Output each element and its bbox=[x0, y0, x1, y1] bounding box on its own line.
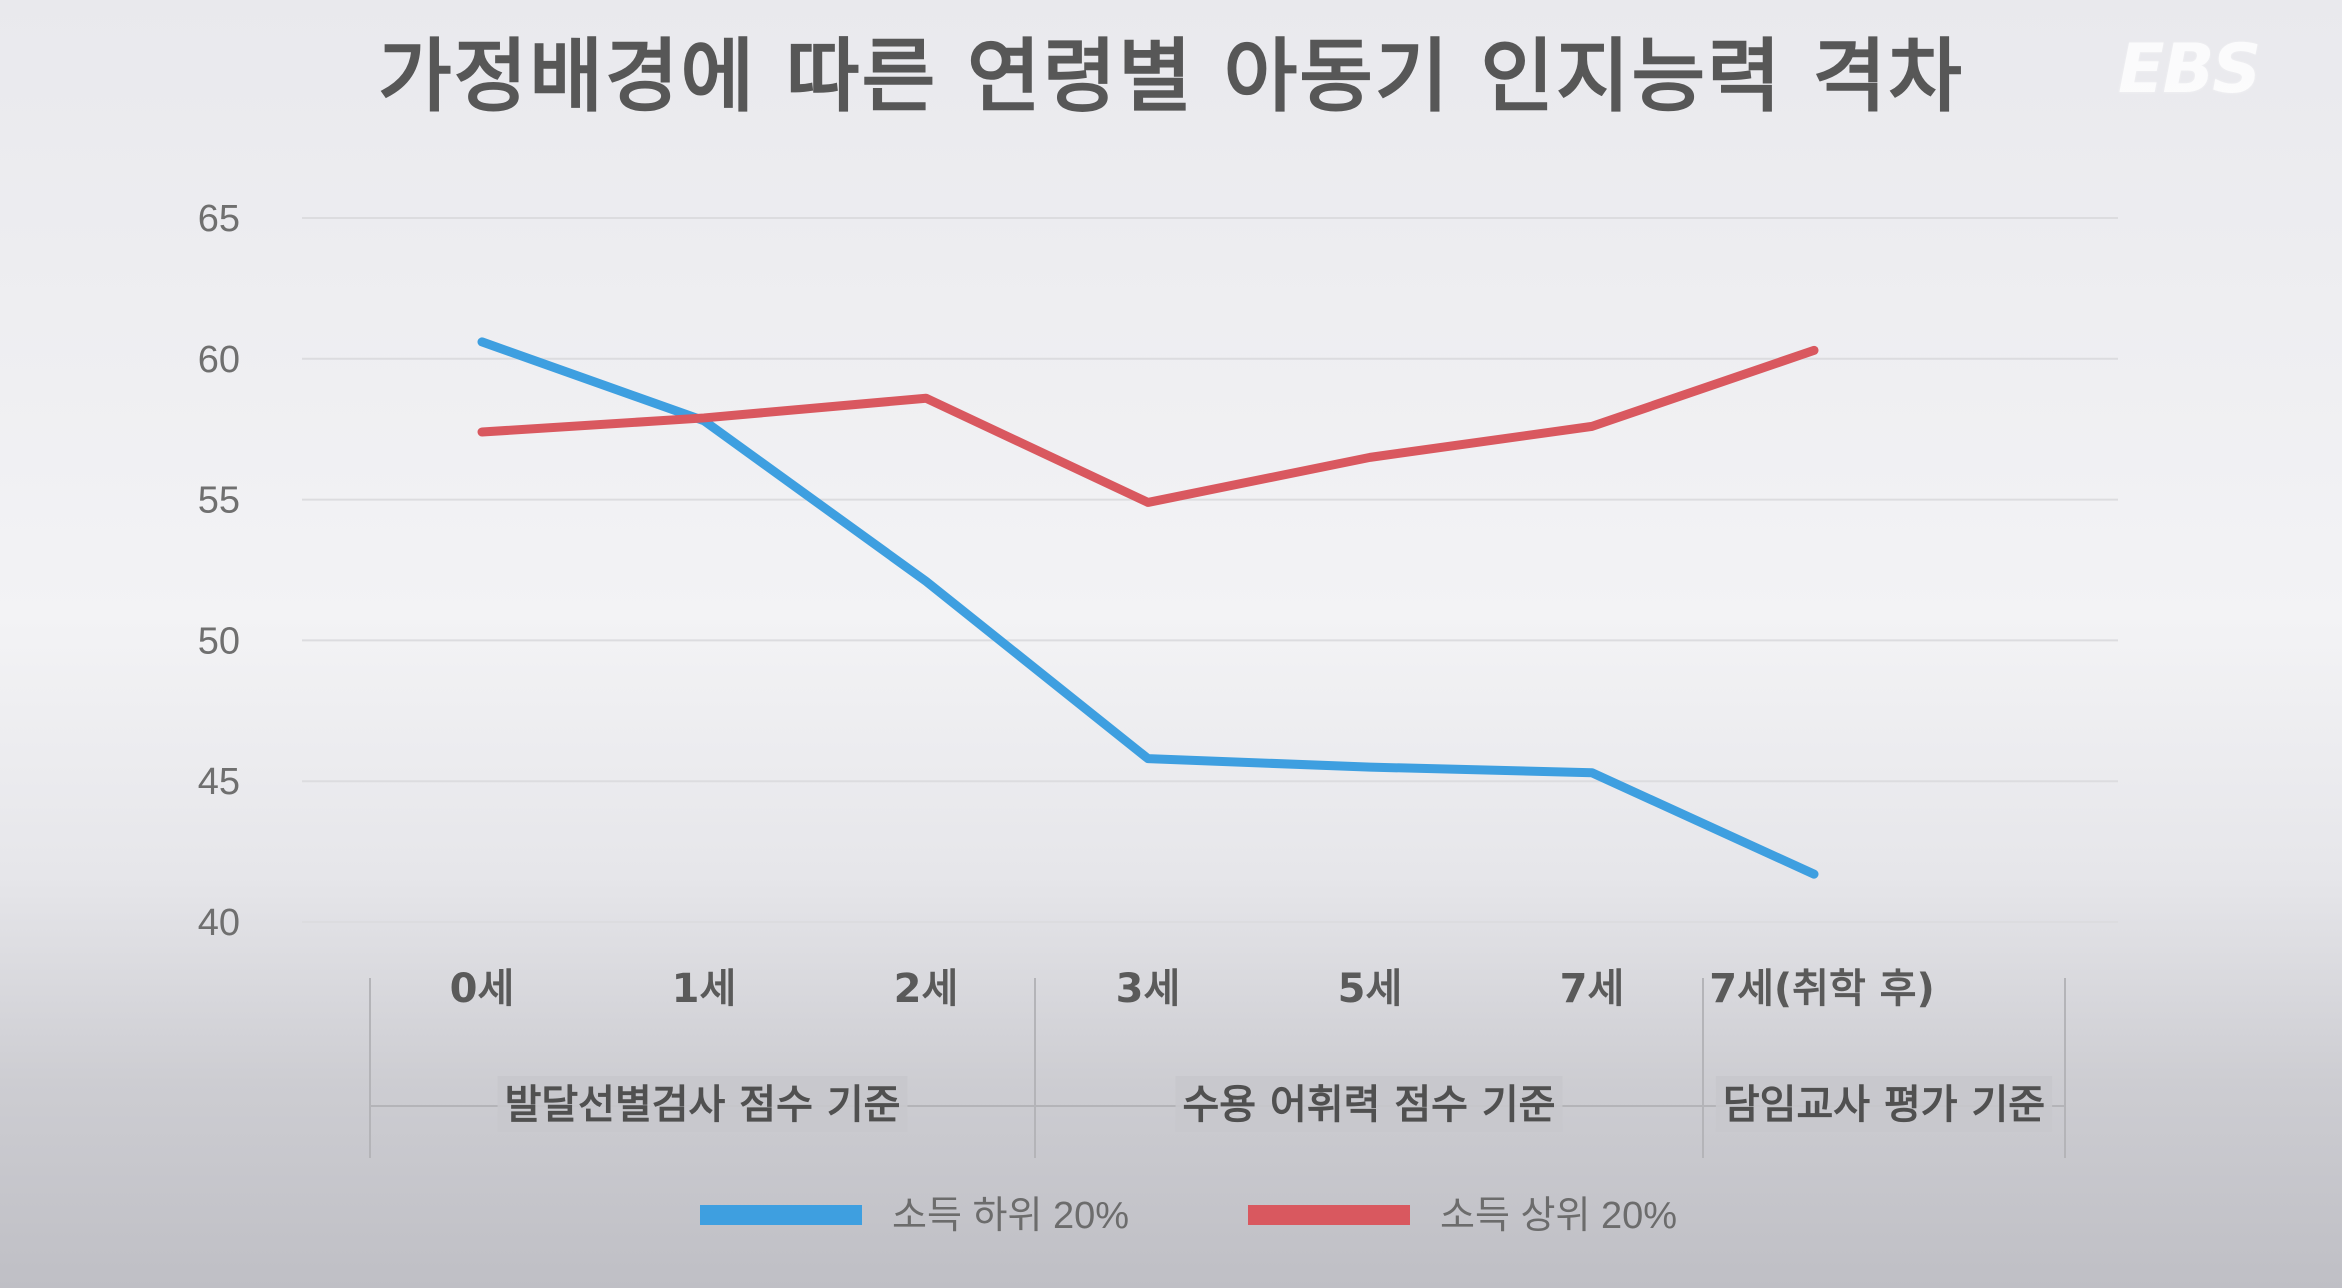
data-point bbox=[1144, 754, 1152, 763]
data-point bbox=[922, 394, 930, 403]
category-groups: 발달선별검사 점수 기준 수용 어휘력 점수 기준 담임교사 평가 기준 bbox=[369, 978, 2066, 1158]
group-label: 발달선별검사 점수 기준 bbox=[505, 1082, 901, 1128]
data-point bbox=[1810, 346, 1818, 355]
data-point bbox=[700, 413, 708, 422]
data-point bbox=[1144, 498, 1152, 507]
x-tick-label: 0세 bbox=[450, 966, 515, 1012]
data-point bbox=[1366, 763, 1374, 772]
y-tick-label: 55 bbox=[198, 480, 240, 522]
x-tick-label: 1세 bbox=[672, 966, 737, 1012]
data-point bbox=[1588, 768, 1596, 777]
grid-lines bbox=[302, 217, 2118, 923]
group-label-bg bbox=[497, 1076, 908, 1132]
x-tick-label: 2세 bbox=[894, 966, 959, 1012]
y-tick-label: 60 bbox=[198, 339, 240, 381]
legend-swatch bbox=[1248, 1205, 1410, 1225]
data-point bbox=[1810, 870, 1818, 879]
legend-label: 소득 하위 20% bbox=[892, 1195, 1129, 1237]
series-line-income-top-20 bbox=[477, 345, 1819, 507]
y-tick-label: 45 bbox=[198, 761, 240, 803]
data-point bbox=[478, 428, 486, 437]
chart-title: 가정배경에 따른 연령별 아동기 인지능력 격차 bbox=[378, 30, 1964, 123]
group-label-bg bbox=[1715, 1076, 2053, 1132]
series-lines bbox=[477, 337, 1819, 879]
data-point bbox=[1366, 453, 1374, 462]
y-tick-label: 40 bbox=[198, 902, 240, 944]
x-tick-label: 7세 bbox=[1560, 966, 1625, 1012]
x-tick-label: 7세(취학 후) bbox=[1709, 966, 1935, 1012]
legend: 소득 하위 20% 소득 상위 20% bbox=[700, 1195, 1677, 1237]
x-tick-label: 5세 bbox=[1338, 966, 1403, 1012]
data-point bbox=[922, 577, 930, 586]
data-point bbox=[478, 337, 486, 346]
legend-label: 소득 상위 20% bbox=[1440, 1195, 1677, 1237]
y-axis-ticks: 65 60 55 50 45 40 bbox=[198, 198, 240, 944]
group-label-bg bbox=[1175, 1076, 1563, 1132]
ebs-logo: EBS bbox=[2118, 30, 2261, 109]
data-point bbox=[1588, 422, 1596, 431]
y-tick-label: 50 bbox=[198, 620, 240, 662]
group-label: 담임교사 평가 기준 bbox=[1723, 1082, 2045, 1128]
group-label: 수용 어휘력 점수 기준 bbox=[1183, 1082, 1556, 1128]
x-axis-ticks: 0세 1세 2세 3세 5세 7세 7세(취학 후) bbox=[450, 966, 1935, 1012]
legend-swatch bbox=[700, 1205, 862, 1225]
y-tick-label: 65 bbox=[198, 198, 240, 240]
x-tick-label: 3세 bbox=[1116, 966, 1181, 1012]
